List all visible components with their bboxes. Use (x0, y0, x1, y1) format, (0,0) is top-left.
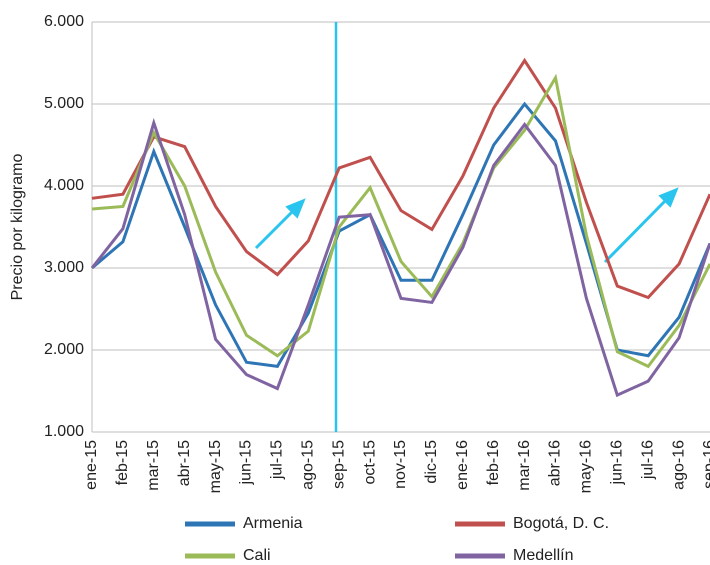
series-line (91, 73, 710, 369)
x-tick-label: jun-16 (609, 440, 626, 486)
y-tick-label: 1.000 (44, 423, 84, 440)
series-line (91, 57, 710, 300)
x-tick-label: sep-15 (330, 440, 347, 489)
y-tick-label: 4.000 (44, 177, 84, 194)
x-tick-label: ago-15 (300, 440, 317, 490)
plot: 1.000 2.000 3.000 4.000 5.000 6.000 ene-15 feb-… (44, 13, 710, 564)
x-tick-label: mar-16 (516, 440, 533, 491)
y-tick-label: 6.000 (44, 13, 84, 30)
series-line (91, 101, 710, 369)
legend-label: Armenia (243, 515, 303, 532)
x-tick-label: jul-15 (269, 440, 286, 480)
x-tick-label: ene-15 (83, 440, 100, 490)
x-tick-label: dic-15 (423, 440, 440, 484)
series-line (90, 117, 710, 398)
y-tick-label: 5.000 (44, 95, 84, 112)
x-tick-label: may-16 (578, 440, 595, 493)
x-tick-label: abr-15 (176, 440, 193, 486)
x-tick-label: may-15 (207, 440, 224, 493)
legend-label: Medellín (513, 547, 573, 564)
x-tick-label: mar-15 (145, 440, 162, 491)
legend-label: Cali (243, 547, 271, 564)
y-tick-label: 3.000 (44, 259, 84, 276)
x-tick-label: feb-15 (114, 440, 131, 485)
x-tick-label: jun-15 (238, 440, 255, 486)
y-tick-label: 2.000 (44, 341, 84, 358)
x-tick-label: feb-16 (485, 440, 502, 485)
x-tick-label: ene-16 (454, 440, 471, 490)
legend-label: Bogotá, D. C. (513, 515, 609, 532)
x-tick-label: nov-15 (392, 440, 409, 489)
trend-arrows (254, 187, 679, 264)
y-axis-label: Precio por kilogramo (9, 154, 26, 301)
x-tick-label: jul-16 (639, 440, 656, 480)
x-tick-label: sep-16 (701, 440, 710, 489)
x-tick-label: abr-16 (547, 440, 564, 486)
x-tick-label: oct-15 (361, 440, 378, 485)
x-tick-label: ago-16 (670, 440, 687, 490)
